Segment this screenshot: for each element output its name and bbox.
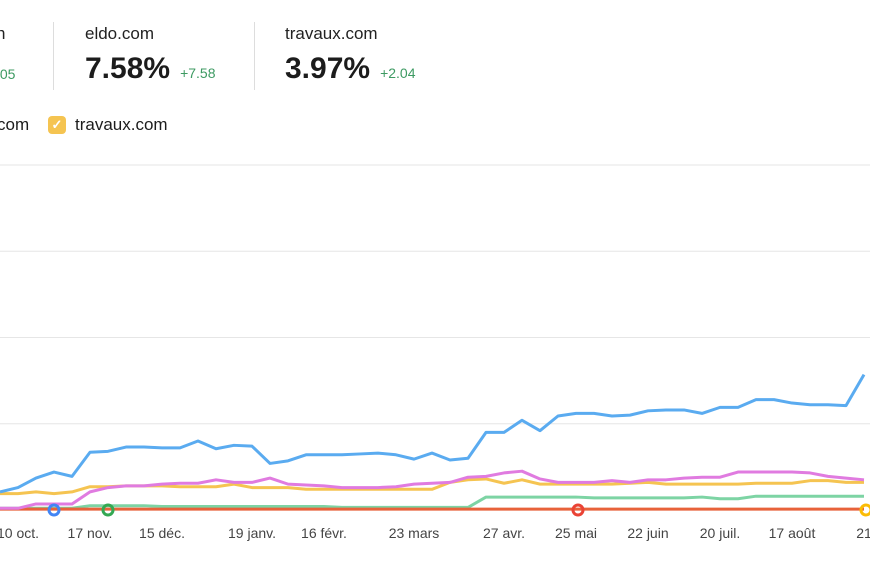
divider: [254, 22, 255, 90]
legend-item[interactable]: ✓ travaux.com: [48, 115, 168, 135]
legend-item[interactable]: com: [0, 115, 29, 135]
stat-change: +7.58: [180, 65, 216, 81]
x-tick-label: 20 juil.: [700, 525, 740, 541]
x-tick-label: 10 oct.: [0, 525, 39, 541]
stat: travaux.com 3.97% +2.04: [285, 24, 416, 86]
x-tick-label: 19 janv.: [228, 525, 276, 541]
stat-change: .05: [0, 66, 16, 82]
x-tick-label: 15 déc.: [139, 525, 185, 541]
google-markers: [47, 503, 870, 517]
x-tick-label: 25 mai: [555, 525, 597, 541]
legend-label: travaux.com: [75, 115, 168, 134]
stat-name: eldo.com: [85, 24, 154, 43]
x-tick-label: 17 nov.: [68, 525, 113, 541]
stat-value: 7.58%: [85, 52, 171, 85]
x-tick-label: 22 juin: [627, 525, 668, 541]
legend-label: com: [0, 115, 30, 134]
divider: [53, 22, 54, 90]
stat: eldo.com 7.58% +7.58: [85, 24, 216, 86]
x-tick-label: 17 août: [769, 525, 816, 541]
stat-change: +2.04: [380, 65, 416, 81]
series-line: [0, 469, 865, 510]
stat-name: travaux.com: [285, 24, 378, 43]
x-tick-label: 21: [856, 525, 870, 541]
x-tick-label: 23 mars: [389, 525, 440, 541]
series-line: [0, 373, 866, 494]
x-tick-label: 27 avr.: [483, 525, 525, 541]
stat-value: 3.97%: [285, 52, 371, 85]
x-tick-label: 16 févr.: [301, 525, 347, 541]
stat: n .05: [0, 24, 15, 84]
stat-name: n: [0, 24, 6, 43]
legend-check: ✓: [48, 116, 66, 134]
series-line: [0, 494, 864, 510]
